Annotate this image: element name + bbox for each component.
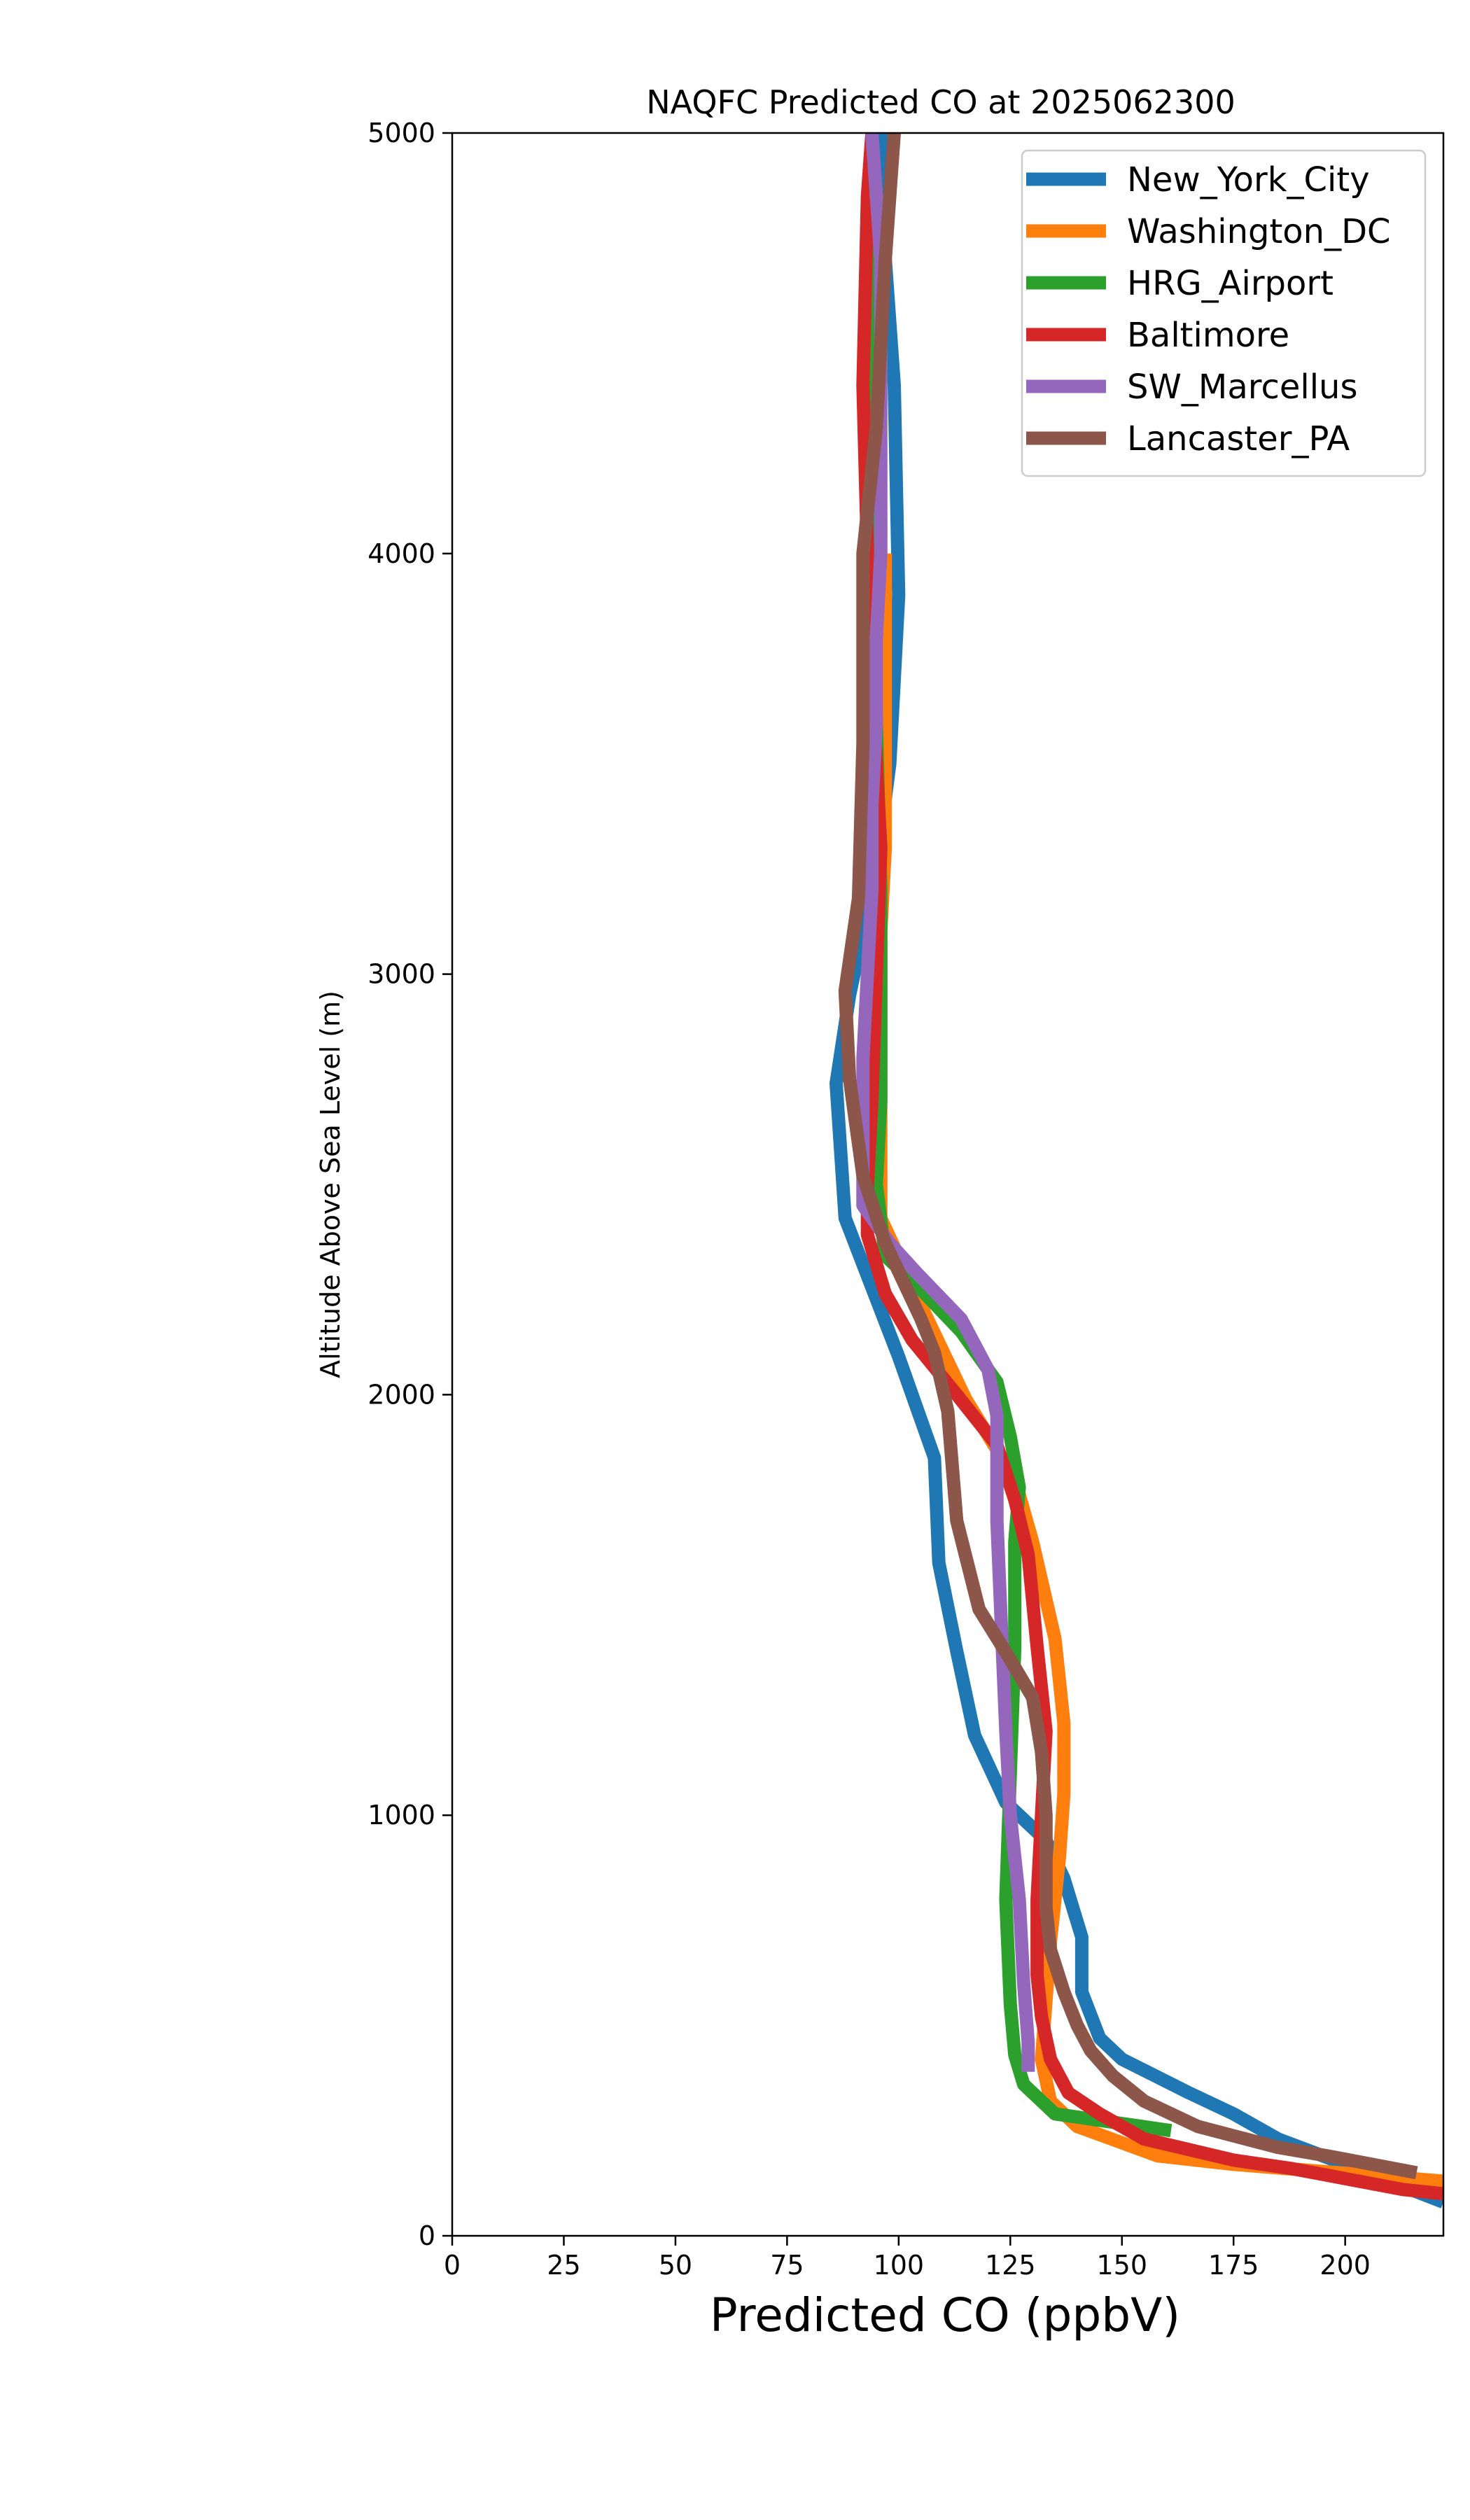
x-tick-label: 25 <box>547 2250 580 2281</box>
y-tick-label: 3000 <box>368 959 435 990</box>
y-tick-label: 2000 <box>368 1379 435 1410</box>
x-tick-label: 100 <box>874 2250 925 2281</box>
x-tick-label: 75 <box>770 2250 804 2281</box>
legend: New_York_City Washington_DC HRG_Airport Bal… <box>1021 149 1427 477</box>
x-tick-label: 50 <box>659 2250 692 2281</box>
legend-label-baltimore: Baltimore <box>1127 316 1289 355</box>
x-tick-label: 0 <box>444 2250 461 2281</box>
x-tick-label: 200 <box>1320 2250 1371 2281</box>
y-tick-label: 1000 <box>368 1800 435 1830</box>
y-axis-ticks: 0 1000 2000 3000 4000 5000 <box>368 118 452 2251</box>
series-line-baltimore <box>856 133 1443 2201</box>
x-tick-label: 150 <box>1096 2250 1147 2281</box>
y-tick-label: 4000 <box>368 538 435 569</box>
legend-box <box>1021 149 1427 477</box>
legend-label-lancaster-pa: Lancaster_PA <box>1127 419 1350 458</box>
x-axis-ticks: 0 25 50 75 100 125 150 175 200 <box>444 2236 1371 2281</box>
legend-label-sw-marcellus: SW_Marcellus <box>1127 368 1357 407</box>
legend-label-washington-dc: Washington_DC <box>1127 212 1391 251</box>
chart-title: NAQFC Predicted CO at 2025062300 <box>646 83 1236 121</box>
y-tick-label: 0 <box>419 2220 435 2251</box>
x-axis-label: Predicted CO (ppbV) <box>710 2288 1180 2342</box>
plot-frame <box>451 132 1445 2237</box>
series-line-lancaster-pa <box>838 133 1418 2180</box>
y-axis-label: Altitude Above Sea Level (m) <box>315 990 346 1378</box>
x-tick-label: 175 <box>1208 2250 1259 2281</box>
y-tick-label: 5000 <box>368 118 435 148</box>
series-lines <box>830 133 1443 2208</box>
legend-label-new-york-city: New_York_City <box>1127 160 1370 200</box>
x-tick-label: 125 <box>985 2250 1036 2281</box>
legend-label-hrg-airport: HRG_Airport <box>1127 264 1334 303</box>
